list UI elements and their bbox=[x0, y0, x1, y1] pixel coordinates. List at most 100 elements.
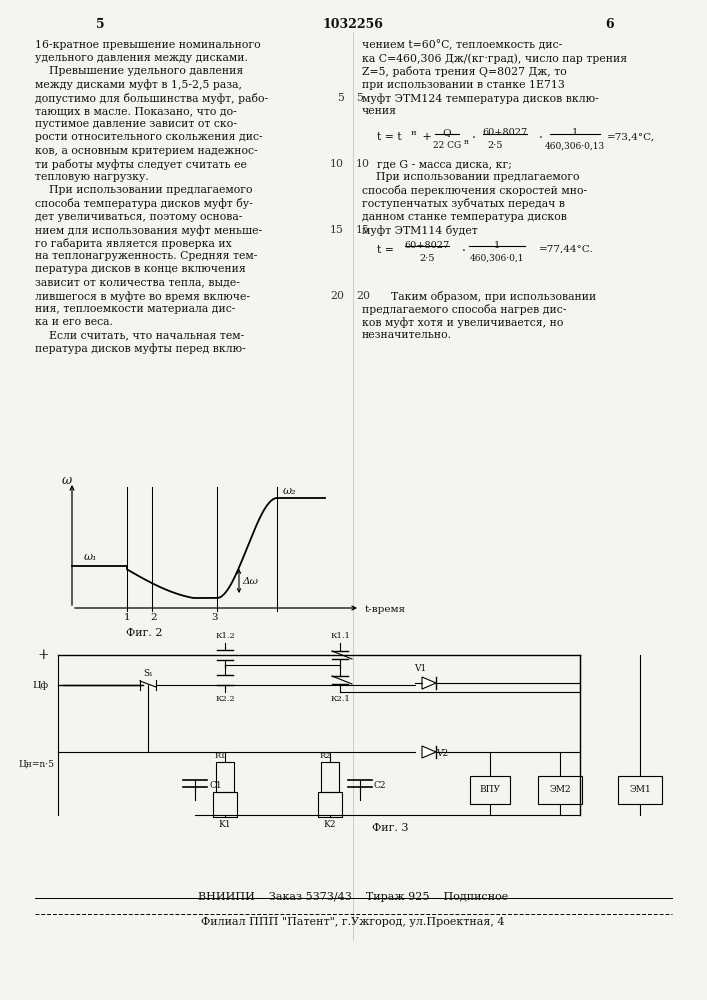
Text: S₁: S₁ bbox=[144, 669, 153, 678]
Text: При использовании предлагаемого: При использовании предлагаемого bbox=[35, 185, 252, 195]
Text: предлагаемого способа нагрев дис-: предлагаемого способа нагрев дис- bbox=[362, 304, 566, 315]
Text: К2.1: К2.1 bbox=[330, 695, 350, 703]
Text: удельного давления между дисками.: удельного давления между дисками. bbox=[35, 53, 248, 63]
Text: Таким образом, при использовании: Таким образом, при использовании bbox=[377, 291, 596, 302]
Text: Фиг. 2: Фиг. 2 bbox=[127, 628, 163, 638]
Polygon shape bbox=[422, 746, 436, 758]
Text: 5: 5 bbox=[95, 18, 105, 31]
Text: 460,306·0,13: 460,306·0,13 bbox=[545, 141, 605, 150]
Text: 6: 6 bbox=[606, 18, 614, 31]
Text: 16-кратное превышение номинального: 16-кратное превышение номинального bbox=[35, 40, 261, 50]
Text: +: + bbox=[419, 132, 432, 142]
Text: гоступенчатых зубчатых передач в: гоступенчатых зубчатых передач в bbox=[362, 198, 565, 209]
Text: способа температура дисков муфт бу-: способа температура дисков муфт бу- bbox=[35, 198, 252, 209]
Text: Если считать, что начальная тем-: Если считать, что начальная тем- bbox=[35, 330, 244, 340]
Text: ка и его веса.: ка и его веса. bbox=[35, 317, 113, 327]
Text: 1: 1 bbox=[572, 128, 578, 137]
Text: допустимо для большинства муфт, рабо-: допустимо для большинства муфт, рабо- bbox=[35, 93, 268, 104]
Text: ВНИИПИ    Заказ 5373/43    Тираж 925    Подписное: ВНИИПИ Заказ 5373/43 Тираж 925 Подписное bbox=[198, 892, 508, 902]
Text: При использовании предлагаемого: При использовании предлагаемого bbox=[362, 172, 580, 182]
Text: на теплонагруженность. Средняя тем-: на теплонагруженность. Средняя тем- bbox=[35, 251, 257, 261]
Text: R2: R2 bbox=[320, 752, 331, 760]
Bar bbox=[213, 792, 237, 817]
Text: н: н bbox=[411, 129, 416, 137]
Bar bbox=[216, 762, 234, 792]
Text: пустимое давление зависит от ско-: пустимое давление зависит от ско- bbox=[35, 119, 237, 129]
Text: ти работы муфты следует считать ее: ти работы муфты следует считать ее bbox=[35, 159, 247, 170]
Text: лившегося в муфте во время включе-: лившегося в муфте во время включе- bbox=[35, 291, 250, 302]
Text: ·: · bbox=[539, 132, 543, 145]
Text: t = t: t = t bbox=[377, 132, 402, 142]
Bar bbox=[318, 792, 342, 817]
Text: ω₂: ω₂ bbox=[283, 486, 297, 496]
Bar bbox=[618, 776, 662, 804]
Text: 20: 20 bbox=[356, 291, 370, 301]
Text: дет увеличиваться, поэтому основа-: дет увеличиваться, поэтому основа- bbox=[35, 212, 243, 222]
Text: 2·5: 2·5 bbox=[487, 141, 503, 150]
Text: муфт ЭТМ124 температура дисков вклю-: муфт ЭТМ124 температура дисков вклю- bbox=[362, 93, 599, 104]
Bar bbox=[470, 776, 510, 804]
Text: =77,44°C.: =77,44°C. bbox=[539, 245, 594, 254]
Text: +: + bbox=[37, 648, 49, 662]
Text: C1: C1 bbox=[209, 780, 221, 790]
Text: 3: 3 bbox=[211, 613, 218, 622]
Text: где G - масса диска, кг;: где G - масса диска, кг; bbox=[377, 159, 512, 169]
Text: тепловую нагрузку.: тепловую нагрузку. bbox=[35, 172, 148, 182]
Text: V1: V1 bbox=[414, 664, 426, 673]
Text: К1.1: К1.1 bbox=[330, 632, 350, 640]
Text: 60+8027: 60+8027 bbox=[404, 241, 450, 250]
Text: незначительно.: незначительно. bbox=[362, 330, 452, 340]
Text: 2: 2 bbox=[151, 613, 158, 622]
Text: ка С=460,306 Дж/(кг·град), число пар трения: ка С=460,306 Дж/(кг·град), число пар тре… bbox=[362, 53, 627, 64]
Text: Фиг. 3: Фиг. 3 bbox=[372, 823, 408, 833]
Text: Цф: Цф bbox=[32, 680, 48, 690]
Text: C2: C2 bbox=[374, 780, 387, 790]
Text: =73,4°C,: =73,4°C, bbox=[607, 132, 655, 141]
Text: 1: 1 bbox=[124, 613, 130, 622]
Text: зависит от количества тепла, выде-: зависит от количества тепла, выде- bbox=[35, 278, 240, 288]
Text: 460,306·0,1: 460,306·0,1 bbox=[469, 254, 525, 263]
Text: нием для использования муфт меньше-: нием для использования муфт меньше- bbox=[35, 225, 262, 236]
Text: K1: K1 bbox=[218, 820, 231, 829]
Text: Q: Q bbox=[443, 128, 451, 137]
Text: между дисками муфт в 1,5-2,5 раза,: между дисками муфт в 1,5-2,5 раза, bbox=[35, 80, 242, 90]
Text: пература дисков в конце включения: пература дисков в конце включения bbox=[35, 264, 246, 274]
Text: ВПУ: ВПУ bbox=[479, 786, 501, 794]
Text: рости относительного скольжения дис-: рости относительного скольжения дис- bbox=[35, 132, 262, 142]
Text: 15: 15 bbox=[356, 225, 370, 235]
Text: ЭМ1: ЭМ1 bbox=[629, 786, 651, 794]
Bar bbox=[321, 762, 339, 792]
Text: способа переключения скоростей мно-: способа переключения скоростей мно- bbox=[362, 185, 587, 196]
Text: Δω: Δω bbox=[242, 578, 258, 586]
Text: 22 CG: 22 CG bbox=[433, 141, 461, 150]
Text: 10: 10 bbox=[330, 159, 344, 169]
Text: ω: ω bbox=[62, 474, 72, 487]
Text: 60+8027: 60+8027 bbox=[482, 128, 527, 137]
Text: 20: 20 bbox=[330, 291, 344, 301]
Text: 5: 5 bbox=[337, 93, 344, 103]
Text: данном станке температура дисков: данном станке температура дисков bbox=[362, 212, 567, 222]
Polygon shape bbox=[422, 677, 436, 689]
Text: 10: 10 bbox=[356, 159, 370, 169]
Text: ·: · bbox=[462, 245, 466, 258]
Text: н: н bbox=[464, 138, 469, 146]
Text: ·: · bbox=[472, 132, 476, 145]
Text: K2: K2 bbox=[324, 820, 337, 829]
Text: Превышение удельного давления: Превышение удельного давления bbox=[35, 66, 243, 76]
Text: пература дисков муфты перед вклю-: пература дисков муфты перед вклю- bbox=[35, 344, 246, 354]
Bar bbox=[538, 776, 582, 804]
Text: чением t=60°C, теплоемкость дис-: чением t=60°C, теплоемкость дис- bbox=[362, 40, 562, 51]
Text: 15: 15 bbox=[330, 225, 344, 235]
Text: ния, теплоемкости материала дис-: ния, теплоемкости материала дис- bbox=[35, 304, 235, 314]
Text: V2: V2 bbox=[436, 750, 448, 758]
Text: R1: R1 bbox=[214, 752, 226, 760]
Text: 1: 1 bbox=[494, 241, 500, 250]
Text: t-время: t-время bbox=[365, 605, 406, 614]
Text: 5: 5 bbox=[356, 93, 363, 103]
Text: ков, а основным критерием надежнос-: ков, а основным критерием надежнос- bbox=[35, 146, 257, 156]
Text: t =: t = bbox=[377, 245, 394, 255]
Text: Z=5, работа трения Q=8027 Дж, то: Z=5, работа трения Q=8027 Дж, то bbox=[362, 66, 567, 77]
Text: при использовании в станке 1Е713: при использовании в станке 1Е713 bbox=[362, 80, 565, 90]
Text: муфт ЭТМ114 будет: муфт ЭТМ114 будет bbox=[362, 225, 478, 236]
Text: ω₁: ω₁ bbox=[84, 552, 98, 562]
